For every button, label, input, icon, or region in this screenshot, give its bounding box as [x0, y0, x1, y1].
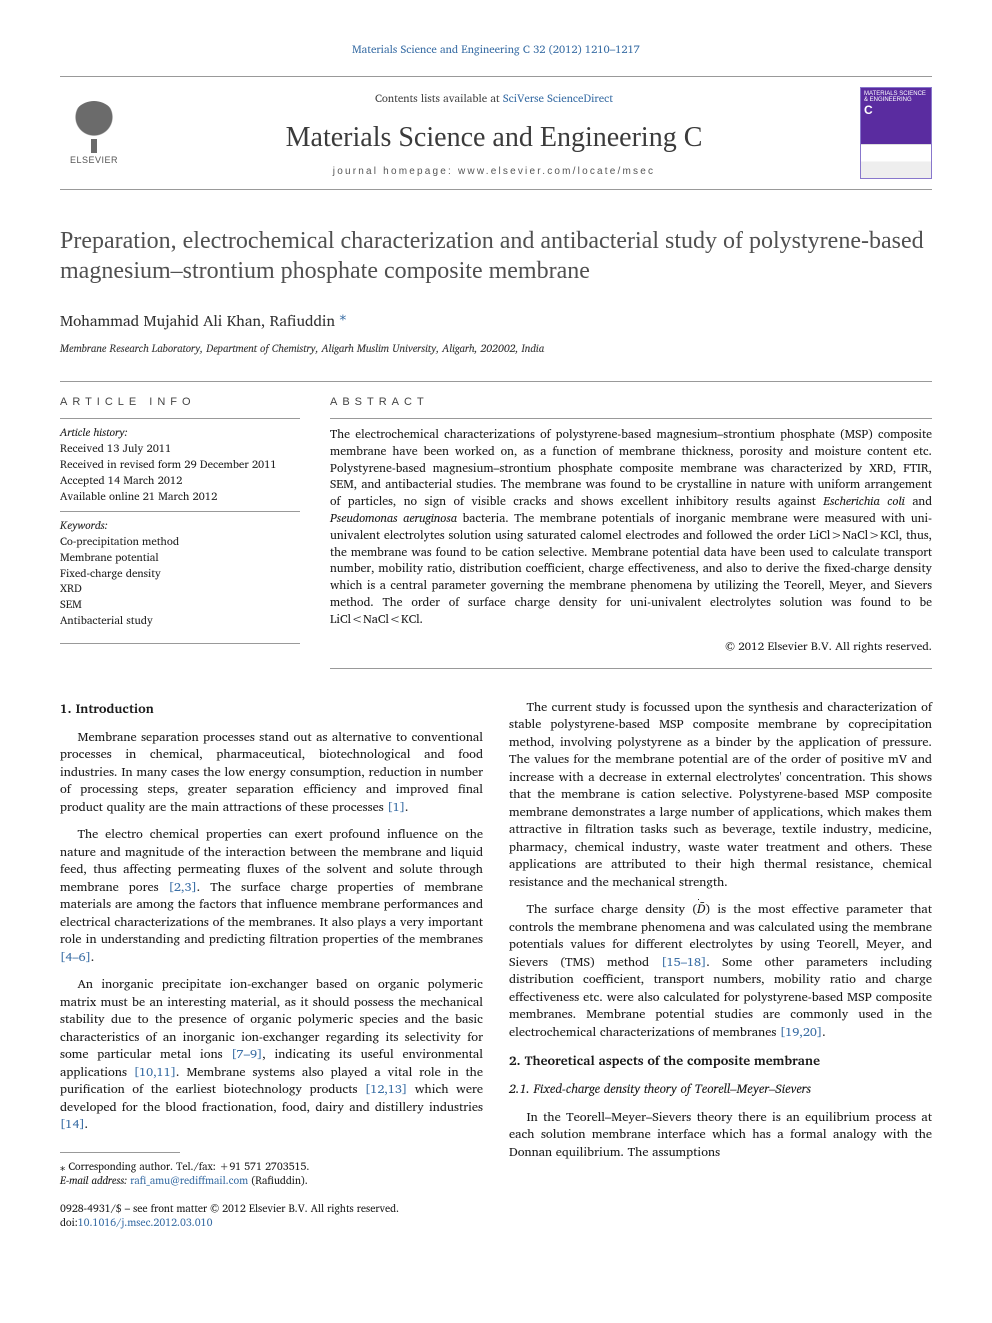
publisher-name: ELSEVIER: [70, 155, 118, 165]
corresponding-author-link[interactable]: ⁎: [339, 304, 346, 327]
abstract-copyright: © 2012 Elsevier B.V. All rights reserved…: [330, 637, 932, 656]
section-1-head: 1. Introduction: [60, 699, 483, 717]
running-head: Materials Science and Engineering C 32 (…: [60, 40, 932, 58]
article-history: Article history: Received 13 July 2011 R…: [60, 418, 300, 505]
section-2-head: 2. Theoretical aspects of the composite …: [509, 1051, 932, 1069]
article-title: Preparation, electrochemical characteriz…: [60, 226, 932, 286]
abstract-text: The electrochemical characterizations of…: [330, 427, 932, 629]
keywords-block: Keywords: Co-precipitation method Membra…: [60, 511, 300, 630]
elsevier-tree-icon: [71, 101, 117, 147]
doi-link[interactable]: 10.1016/j.msec.2012.03.010: [78, 1213, 213, 1231]
journal-homepage-url[interactable]: www.elsevier.com/locate/msec: [458, 166, 655, 177]
journal-homepage-line: journal homepage: www.elsevier.com/locat…: [142, 166, 846, 177]
section-2-1-head: 2.1. Fixed-charge density theory of Teor…: [509, 1081, 932, 1099]
sciencedirect-link[interactable]: SciVerse ScienceDirect: [503, 89, 613, 107]
article-info-head: article info: [60, 396, 300, 408]
cite-14[interactable]: [14]: [60, 1114, 85, 1134]
running-head-link[interactable]: Materials Science and Engineering C 32 (…: [352, 40, 640, 58]
cite-19-20[interactable]: [19,20]: [780, 1022, 822, 1042]
publisher-logo: ELSEVIER: [60, 87, 128, 165]
masthead: ELSEVIER Contents lists available at Sci…: [60, 76, 932, 190]
cite-1[interactable]: [1]: [387, 797, 405, 817]
journal-cover-thumb: MATERIALS SCIENCE & ENGINEERING C: [860, 87, 932, 179]
journal-title: Materials Science and Engineering C: [142, 122, 846, 154]
cite-4-6[interactable]: [4–6]: [60, 947, 91, 967]
publication-footer: 0928-4931/$ – see front matter © 2012 El…: [60, 1201, 483, 1229]
contents-available-line: Contents lists available at SciVerse Sci…: [142, 89, 846, 107]
author-list: Mohammad Mujahid Ali Khan, Rafiuddin ⁎: [60, 304, 932, 333]
article-body: 1. Introduction Membrane separation proc…: [60, 699, 932, 1230]
d-bar-symbol: D̄: [697, 899, 705, 919]
affiliation: Membrane Research Laboratory, Department…: [60, 339, 932, 357]
abstract-head: abstract: [330, 396, 932, 408]
corr-email-link[interactable]: rafi_amu@rediffmail.com: [130, 1171, 248, 1189]
corresponding-note: ⁎ Corresponding author. Tel./fax: +91 57…: [60, 1159, 483, 1187]
